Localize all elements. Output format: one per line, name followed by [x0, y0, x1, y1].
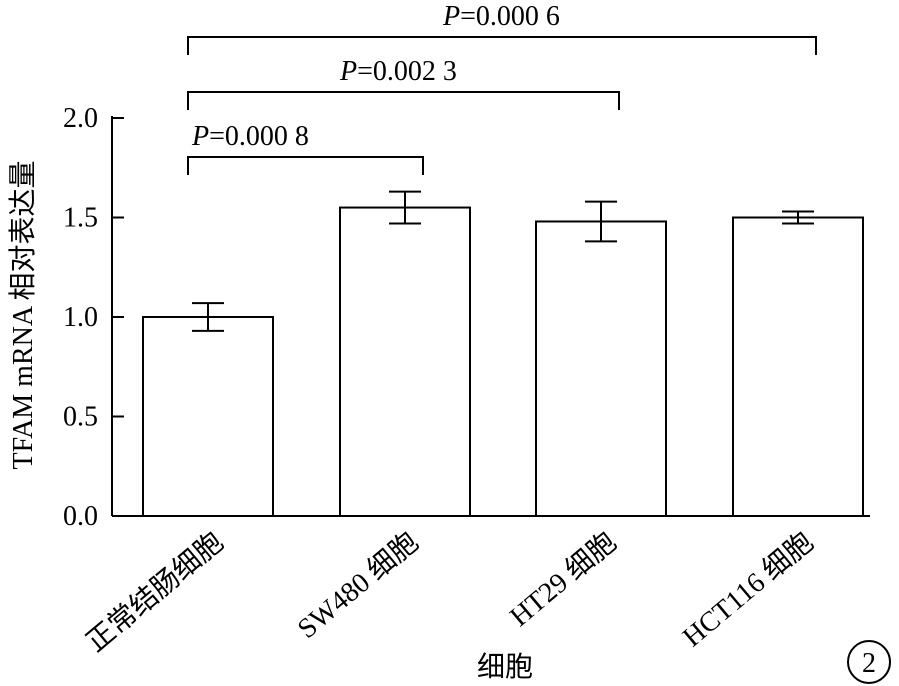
x-axis-label: 细胞	[477, 651, 533, 683]
error-bars	[192, 190, 814, 332]
p-value-label: P=0.000 8	[191, 121, 309, 152]
figure-number-badge: 2	[847, 640, 891, 684]
x-category-label: SW480 细胞	[291, 526, 424, 645]
x-category-label: HT29 细胞	[504, 526, 623, 633]
bar	[142, 316, 274, 517]
bar	[339, 206, 471, 518]
y-tick-label: 1.0	[63, 302, 98, 333]
x-category-label: HCT116 细胞	[676, 526, 819, 653]
significance-brackets: P=0.000 8 P=0.002 3 P=0.000 6	[187, 1, 817, 175]
y-tick-label: 0.5	[63, 402, 98, 433]
figure-number: 2	[862, 648, 876, 679]
figure-number-circle	[847, 640, 891, 684]
p-value-label: P=0.000 6	[442, 1, 560, 32]
significance-bracket	[187, 36, 817, 55]
y-tick-label: 1.5	[63, 203, 98, 234]
bar	[535, 220, 667, 517]
p-value-label: P=0.002 3	[339, 56, 457, 87]
y-tick-label: 0.0	[63, 501, 98, 532]
y-tick-label: 2.0	[63, 103, 98, 134]
category-labels: 正常结肠细胞 SW480 细胞 HT29 细胞 HCT116 细胞	[80, 526, 819, 659]
bars	[142, 206, 864, 518]
significance-bracket	[187, 91, 620, 110]
significance-bracket	[187, 156, 424, 175]
bar	[732, 216, 864, 517]
x-category-label: 正常结肠细胞	[80, 526, 229, 659]
y-axis-label: TFAM mRNA 相对表达量	[7, 160, 39, 469]
